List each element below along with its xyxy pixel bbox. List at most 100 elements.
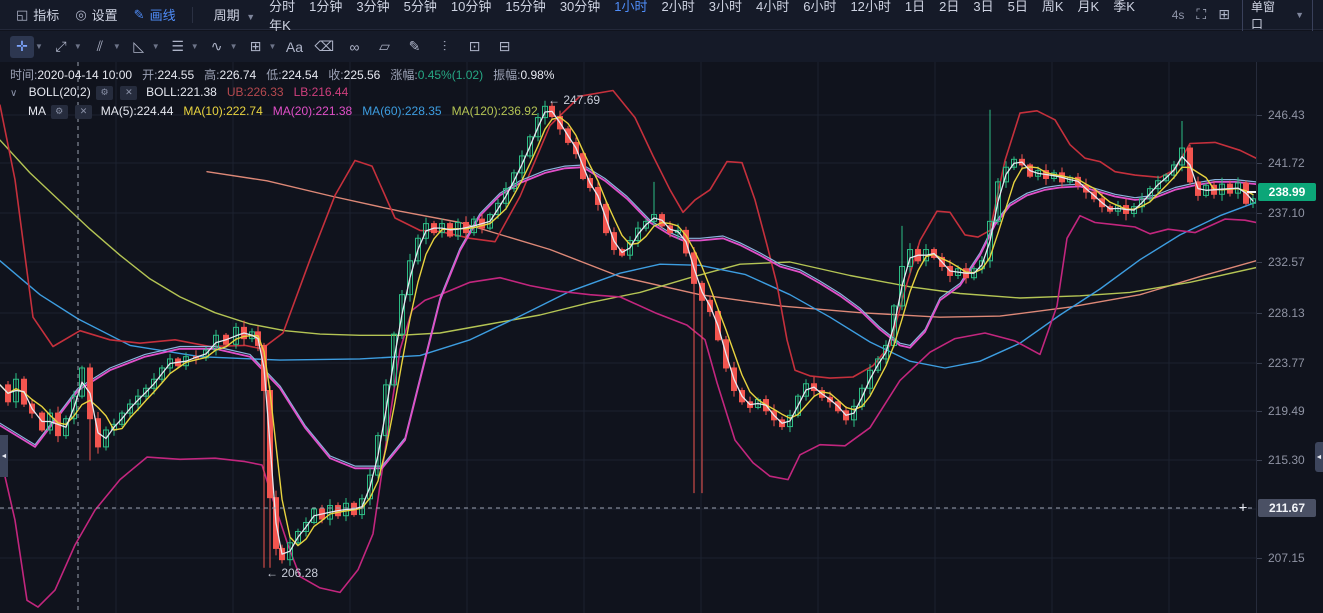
- timeframe-3分钟[interactable]: 3分钟: [356, 0, 390, 14]
- right-panel-handle[interactable]: ◄: [1315, 442, 1323, 472]
- topbar-button-indicator[interactable]: ◱ 指标: [16, 5, 59, 24]
- price-tick-label: 237.10: [1268, 206, 1305, 220]
- left-panel-handle[interactable]: ◄: [0, 435, 8, 477]
- chevron-down-icon: ▼: [73, 42, 82, 51]
- high-label: 高:: [204, 68, 220, 82]
- timeframe-list: 分时 1分钟 3分钟 5分钟 10分钟 15分钟 30分钟 1小时 2小时 3小时 4小时 6小时 12…: [262, 0, 1172, 34]
- latency-indicator: 4s: [1171, 7, 1185, 22]
- boll-settings-icon[interactable]: ⚙: [96, 85, 114, 100]
- add-order-plus-icon[interactable]: +: [1238, 499, 1248, 517]
- axis-tick-mark: [1257, 115, 1262, 116]
- chevron-down-icon: ▼: [112, 42, 121, 51]
- price-tick-label: 207.15: [1268, 551, 1305, 565]
- timeframe-1小时[interactable]: 1小时: [614, 0, 648, 14]
- period-label: 周期: [213, 8, 240, 23]
- boll-ub-value: UB:226.33: [226, 85, 284, 99]
- timeframe-15分钟[interactable]: 15分钟: [505, 0, 546, 14]
- time-label: 时间:: [10, 68, 38, 82]
- lock-tool-icon: ⊡: [468, 38, 481, 54]
- timeframe-周K[interactable]: 周K: [1041, 0, 1064, 14]
- crosshair-tool[interactable]: ✛ ▼: [10, 35, 43, 58]
- axis-tick-mark: [1257, 163, 1262, 164]
- axis-tick-mark: [1257, 558, 1262, 559]
- topbar-button-label: 指标: [33, 8, 60, 23]
- crosshair-tool-icon: ✛: [10, 35, 34, 58]
- horizontal-lines-tool-icon: ☰: [171, 38, 184, 54]
- pen-tool-icon: ✎: [408, 38, 421, 54]
- gann-tool[interactable]: ⫶: [432, 36, 456, 58]
- timeframe-1分钟[interactable]: 1分钟: [309, 0, 343, 14]
- pen-tool[interactable]: ✎: [402, 36, 426, 58]
- ruler-tool[interactable]: ▱: [372, 36, 396, 58]
- chevron-down-icon: ▼: [229, 42, 238, 51]
- gann-tool-icon: ⫶: [442, 38, 447, 54]
- timeframe-12小时[interactable]: 12小时: [850, 0, 891, 14]
- window-mode-dropdown[interactable]: 单窗口 ▼: [1241, 0, 1313, 35]
- ma-settings-icon[interactable]: ⚙: [50, 104, 68, 119]
- parallel-lines-tool[interactable]: ⫽ ▼: [88, 36, 121, 58]
- chart-area[interactable]: 246.43 241.72 237.10 232.57 228.13 223.77 219.…: [0, 62, 1323, 613]
- price-tick-label: 241.72: [1268, 156, 1305, 170]
- boll-indicator-row: ∨ BOLL(20,2) ⚙ ✕ BOLL:221.38 UB:226.33 L…: [10, 85, 348, 100]
- topbar-button-label: 设置: [91, 8, 118, 23]
- fullscreen-icon[interactable]: ⛶: [1196, 6, 1207, 22]
- settings-gear-icon: ◎: [75, 6, 87, 22]
- rectangle-tool[interactable]: ⊞ ▼: [244, 36, 277, 58]
- delete-tool[interactable]: ⊟: [492, 36, 516, 58]
- top-left-buttons: ◱ 指标 ◎ 设置 ✎ 画线: [0, 5, 176, 24]
- timeframe-10分钟[interactable]: 10分钟: [450, 0, 492, 14]
- rings-tool-icon: ∞: [349, 38, 360, 55]
- lock-tool[interactable]: ⊡: [462, 36, 486, 58]
- close-value: 225.56: [343, 68, 381, 82]
- wave-tool[interactable]: ∿ ▼: [205, 36, 238, 58]
- timeframe-5日[interactable]: 5日: [1007, 0, 1028, 14]
- angle-tool-icon: ◺: [133, 38, 145, 54]
- amplitude-value: 0.98%: [520, 68, 555, 82]
- price-tick-label: 223.77: [1268, 356, 1305, 370]
- timeframe-2小时[interactable]: 2小时: [661, 0, 695, 14]
- collapse-caret-icon[interactable]: ∨: [10, 88, 18, 99]
- current-price-badge: 238.99: [1258, 183, 1316, 201]
- open-label: 开:: [142, 68, 158, 82]
- boll-mid-value: BOLL:221.38: [146, 85, 217, 99]
- price-tick-label: 232.57: [1268, 255, 1305, 269]
- timeframe-1日[interactable]: 1日: [904, 0, 926, 14]
- ohlc-info-row: 时间:2020-04-14 10:00 开:224.55 高:226.74 低:…: [10, 66, 554, 83]
- timeframe-3日[interactable]: 3日: [973, 0, 994, 14]
- candlestick-chart[interactable]: [0, 62, 1256, 613]
- boll-close-icon[interactable]: ✕: [120, 85, 138, 100]
- price-axis[interactable]: 246.43 241.72 237.10 232.57 228.13 223.77 219.…: [1256, 62, 1323, 613]
- text-tool[interactable]: Aa: [282, 36, 306, 58]
- ma-value: MA(10):222.74: [183, 104, 263, 118]
- angle-tool[interactable]: ◺ ▼: [127, 36, 159, 58]
- timeframe-分时[interactable]: 分时: [269, 0, 296, 14]
- ma-close-icon[interactable]: ✕: [75, 104, 93, 119]
- rings-tool[interactable]: ∞: [342, 36, 366, 58]
- price-tick-label: 219.49: [1268, 404, 1305, 418]
- topbar-button-drawline[interactable]: ✎ 画线: [134, 5, 176, 24]
- axis-tick-mark: [1257, 213, 1262, 214]
- topbar-button-label: 画线: [149, 8, 176, 23]
- chevron-down-icon: ▼: [246, 12, 256, 22]
- horizontal-lines-tool[interactable]: ☰ ▼: [166, 36, 198, 58]
- trend-line-tool-icon: ⤢: [55, 38, 67, 54]
- timeframe-年K[interactable]: 年K: [269, 17, 291, 33]
- topbar-button-settings[interactable]: ◎ 设置: [75, 5, 117, 24]
- top-right-controls: 4s ⛶ ⊞ 单窗口 ▼: [1172, 0, 1313, 35]
- timeframe-季K[interactable]: 季K: [1113, 0, 1135, 14]
- timeframe-2日[interactable]: 2日: [939, 0, 960, 14]
- timeframe-3小时[interactable]: 3小时: [708, 0, 742, 14]
- pencil-icon: ✎: [133, 6, 145, 22]
- timeframe-6小时[interactable]: 6小时: [803, 0, 837, 14]
- window-mode-label: 单窗口: [1250, 0, 1275, 31]
- add-pane-icon[interactable]: ⊞: [1218, 6, 1230, 22]
- timeframe-5分钟[interactable]: 5分钟: [403, 0, 437, 14]
- trend-line-tool[interactable]: ⤢ ▼: [49, 36, 82, 58]
- current-price-tick: [1247, 191, 1256, 193]
- period-dropdown[interactable]: 周期 ▼: [214, 5, 256, 24]
- timeframe-月K[interactable]: 月K: [1077, 0, 1100, 14]
- eraser-tool[interactable]: ⌫: [312, 36, 336, 58]
- timeframe-30分钟[interactable]: 30分钟: [559, 0, 601, 14]
- timeframe-4小时[interactable]: 4小时: [755, 0, 790, 14]
